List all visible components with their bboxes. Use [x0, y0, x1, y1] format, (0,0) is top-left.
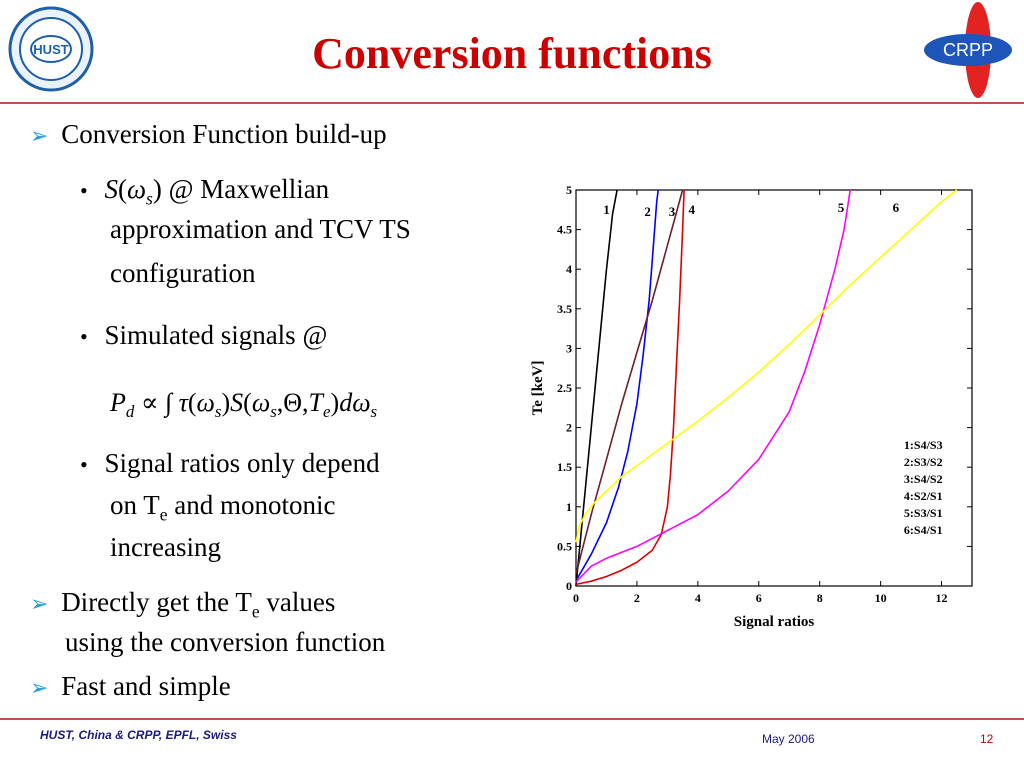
series-label-4: 4 [689, 202, 696, 217]
sub-bullet-ratios-text: Signal ratios only depend [104, 448, 380, 478]
series-label-2: 2 [644, 204, 651, 219]
arrow-bullet-icon: ➢ [30, 591, 49, 616]
arrow-bullet-icon: ➢ [30, 675, 49, 700]
series-line-6 [575, 189, 958, 543]
sub-bullet-simulated: • Simulated signals @ [80, 314, 327, 358]
series-line-4 [575, 189, 685, 586]
header-divider [0, 102, 1024, 104]
dot-bullet-icon: • [80, 452, 88, 477]
x-tick-label: 6 [756, 591, 762, 605]
x-tick-label: 4 [695, 591, 701, 605]
sub-bullet-maxwellian-line3: configuration [110, 258, 256, 288]
y-tick-label: 4 [566, 262, 572, 276]
footer-institution: HUST, China & CRPP, EPFL, Swiss [40, 728, 237, 742]
y-tick-label: 0.5 [557, 539, 572, 553]
directly-line1-a: Directly get the T [61, 587, 252, 617]
legend-entry: 2:S3/S2 [904, 455, 943, 469]
ratios-line2-b: and monotonic [167, 490, 336, 520]
dot-bullet-icon: • [80, 324, 88, 349]
ratios-line2-sub: e [159, 504, 168, 525]
series-line-2 [576, 189, 659, 579]
hust-logo: HUST [8, 6, 94, 92]
sub-bullet-maxwellian-line2: approximation and TCV TS [110, 214, 411, 244]
series-line-1 [575, 189, 618, 587]
sub-bullet-ratios-line2: on Te and monotonic [110, 484, 336, 535]
conversion-chart: 0 2 4 6 8 10 12 0 0.5 1 1.5 2 2.5 3 3.5 4 4.5 5 Signal rat… [528, 180, 988, 640]
x-tick-label: 0 [573, 591, 579, 605]
directly-line1-b: values [259, 587, 336, 617]
legend-entry: 5:S3/S1 [904, 506, 943, 520]
signal-integral-formula: Pd ∝ ∫ τ(ωs)S(ωs,Θ,Te)dωs [110, 388, 378, 422]
hust-logo-text: HUST [33, 42, 68, 57]
bullet-fast: ➢ Fast and simple [30, 670, 231, 704]
crpp-logo: CRPP [922, 0, 1014, 100]
y-tick-label: 1 [566, 500, 572, 514]
y-axis-label: Te [keV] [530, 361, 546, 416]
x-tick-label: 10 [875, 591, 887, 605]
y-tick-label: 3.5 [557, 302, 572, 316]
ratios-line2-a: on T [110, 490, 160, 520]
sub-bullet-simulated-text: Simulated signals @ [104, 320, 328, 350]
plot-frame [575, 189, 973, 587]
sub-bullet-maxwellian: • S(ωs) @ Maxwellian [80, 168, 500, 219]
y-tick-label: 5 [566, 183, 572, 197]
legend-entry: 6:S4/S1 [904, 523, 943, 537]
x-tick-label: 8 [817, 591, 823, 605]
series-label-1: 1 [603, 202, 610, 217]
series-label-6: 6 [893, 200, 900, 215]
bullet-build-up: ➢ Conversion Function build-up [30, 118, 387, 152]
y-tick-label: 0 [566, 579, 572, 593]
slide-title: Conversion functions [312, 29, 712, 78]
series-line-3 [575, 189, 684, 575]
page-number: 12 [980, 732, 994, 746]
arrow-bullet-icon: ➢ [30, 123, 49, 148]
x-tick-label: 2 [634, 591, 640, 605]
x-axis-label: Signal ratios [734, 614, 815, 630]
x-tick-label: 12 [936, 591, 948, 605]
sub-bullet-ratios-line3: increasing [110, 532, 221, 562]
sub-bullet-maxwellian-text: @ Maxwellian [161, 174, 330, 204]
bullet-build-up-text: Conversion Function build-up [61, 119, 387, 149]
crpp-logo-text: CRPP [943, 40, 993, 60]
legend-entry: 3:S4/S2 [904, 472, 943, 486]
footer-divider [0, 718, 1024, 720]
legend-entry: 4:S2/S1 [904, 489, 943, 503]
series-line-5 [575, 189, 851, 583]
legend-entry: 1:S4/S3 [904, 438, 943, 452]
y-tick-label: 1.5 [557, 460, 572, 474]
directly-line1-sub: e [251, 601, 260, 622]
dot-bullet-icon: • [80, 178, 88, 203]
sub-bullet-ratios: • Signal ratios only depend [80, 442, 380, 486]
series-label-5: 5 [838, 200, 845, 215]
series-label-3: 3 [669, 204, 676, 219]
bullet-directly-line2: using the conversion function [65, 627, 386, 657]
y-tick-label: 3 [566, 341, 572, 355]
footer-date: May 2006 [762, 732, 815, 746]
bullet-directly: ➢ Directly get the Te values [30, 586, 335, 627]
y-tick-label: 4.5 [557, 223, 572, 237]
bullet-fast-text: Fast and simple [61, 671, 231, 701]
y-tick-label: 2 [566, 421, 572, 435]
y-tick-label: 2.5 [557, 381, 572, 395]
s-omega-formula: S(ωs) [104, 174, 162, 209]
